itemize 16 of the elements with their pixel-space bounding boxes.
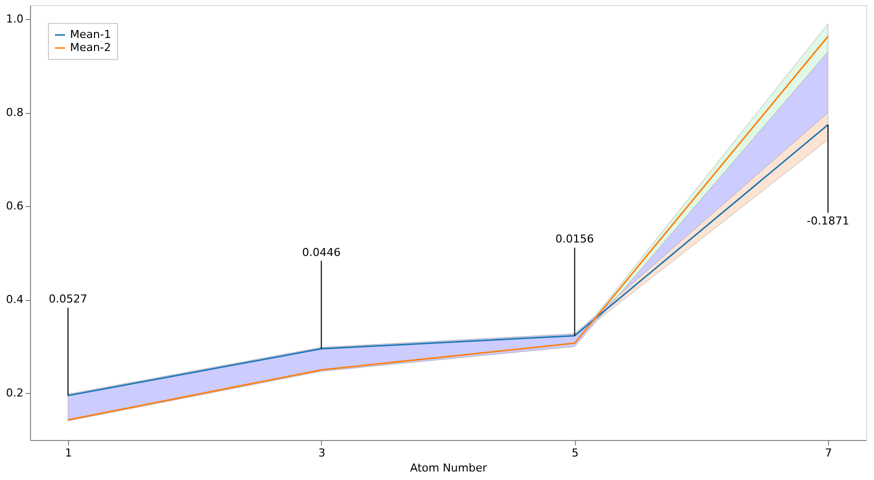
y-tick-label: 0.6 — [6, 200, 24, 213]
annotation: 0.0527 — [48, 292, 88, 306]
annotation: -0.1871 — [806, 214, 850, 228]
legend-label: Mean-2 — [70, 41, 111, 54]
y-tick-label: 0.8 — [6, 106, 24, 120]
annotation: 0.0156 — [555, 232, 594, 246]
annotation: 0.0446 — [302, 246, 341, 259]
x-axis-title: Atom Number — [410, 462, 488, 474]
x-tick-label: 1 — [65, 446, 72, 460]
y-tick-label: 1.0 — [6, 12, 24, 26]
x-tick-label: 5 — [572, 446, 579, 460]
y-tick-label: 0.2 — [6, 386, 24, 400]
x-tick-label: 7 — [825, 446, 832, 460]
y-tick-label: 0.4 — [6, 293, 24, 306]
legend-label: Mean-1 — [70, 28, 111, 41]
x-tick-label: 3 — [318, 446, 326, 460]
